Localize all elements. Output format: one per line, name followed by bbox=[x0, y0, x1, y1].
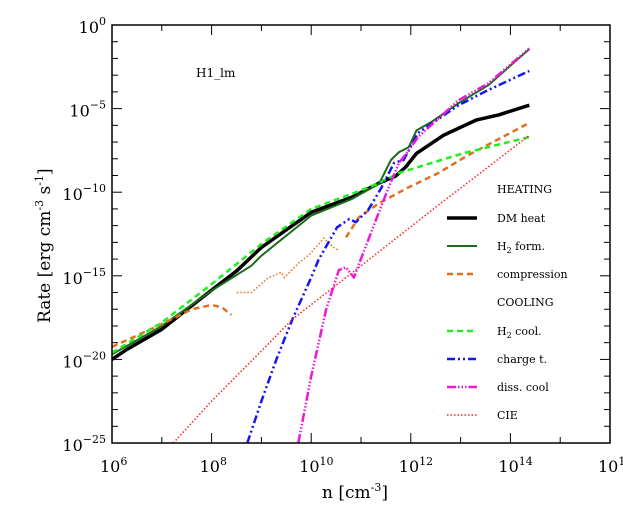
legend-item-cie: CIE bbox=[447, 409, 518, 422]
tick-exponent: 10 bbox=[320, 455, 334, 468]
y-tick-label: 100 bbox=[79, 15, 106, 37]
tick-exponent: −20 bbox=[83, 349, 106, 362]
x-tick-label: 1016 bbox=[598, 455, 623, 476]
series-line-compression bbox=[344, 121, 530, 238]
y-axis-label-mid: s bbox=[35, 186, 55, 200]
tick-base: 10 bbox=[498, 457, 518, 476]
tick-exponent: 8 bbox=[220, 455, 227, 468]
tick-exponent: 16 bbox=[618, 455, 623, 468]
x-tick-label: 108 bbox=[200, 455, 227, 476]
y-tick-label: 10−10 bbox=[62, 182, 106, 204]
tick-base: 10 bbox=[62, 185, 82, 204]
tick-base: 10 bbox=[62, 269, 82, 288]
legend-label-main: CIE bbox=[497, 409, 518, 422]
tick-base: 10 bbox=[399, 457, 419, 476]
x-axis-label: n [cm-3] bbox=[322, 481, 388, 503]
legend-item-h2-form: H2 form. bbox=[447, 240, 545, 255]
tick-exponent: 14 bbox=[519, 455, 533, 468]
legend-heading-cooling: COOLING bbox=[497, 296, 554, 309]
legend-item-h2-cool: H2 cool. bbox=[447, 325, 542, 340]
legend-label-sub: 2 bbox=[507, 246, 512, 255]
tick-exponent: 12 bbox=[419, 455, 433, 468]
y-tick-label: 10−20 bbox=[62, 349, 106, 371]
legend-item-charge-t: charge t. bbox=[447, 353, 547, 366]
legend-label-main: compression bbox=[497, 268, 568, 281]
tick-base: 10 bbox=[200, 457, 220, 476]
y-axis-label-sup1: -3 bbox=[33, 200, 46, 211]
axis-ticks bbox=[111, 24, 611, 444]
series-line-dm-heat bbox=[112, 103, 530, 361]
legend-label: CIE bbox=[497, 409, 518, 422]
tick-exponent: −15 bbox=[83, 266, 106, 279]
series-line-h2-form bbox=[112, 48, 530, 356]
tick-exponent: −5 bbox=[90, 99, 106, 112]
series-line-charge-t bbox=[246, 69, 530, 443]
y-axis-label: Rate [erg cm-3 s-1] bbox=[33, 168, 55, 323]
legend-label-rest: form. bbox=[512, 240, 545, 253]
tick-exponent: 0 bbox=[99, 15, 106, 28]
legend-label-main: diss. cool bbox=[497, 381, 549, 394]
legend-label: H2 form. bbox=[497, 240, 545, 255]
tick-base: 10 bbox=[69, 102, 89, 121]
tick-base: 10 bbox=[62, 352, 82, 371]
legend-item-diss-cool: diss. cool bbox=[447, 381, 549, 394]
x-axis-label-main: n [cm bbox=[322, 483, 371, 503]
legend-label-main: DM heat bbox=[497, 212, 546, 225]
x-tick-label: 1014 bbox=[498, 455, 532, 476]
tick-exponent: −25 bbox=[83, 433, 106, 446]
series-line-diss-cool bbox=[297, 47, 531, 443]
tick-base: 10 bbox=[598, 457, 618, 476]
legend-item-compression: compression bbox=[447, 268, 568, 281]
legend-label-main: H bbox=[497, 240, 507, 253]
y-axis-label-main: Rate [erg cm bbox=[35, 211, 55, 323]
legend-label-main: charge t. bbox=[497, 353, 547, 366]
x-tick-label: 1012 bbox=[399, 455, 433, 476]
series-line-cie bbox=[172, 134, 530, 443]
legend-label: DM heat bbox=[497, 212, 546, 225]
series-line-compression bbox=[112, 303, 233, 349]
tick-base: 10 bbox=[62, 436, 82, 455]
y-axis-label-end: ] bbox=[35, 168, 55, 175]
x-tick-label: 1010 bbox=[299, 455, 333, 476]
data-curves bbox=[112, 47, 531, 443]
legend-label-main: H bbox=[497, 325, 507, 338]
x-axis-label-end: ] bbox=[381, 483, 388, 503]
tick-exponent: 6 bbox=[120, 455, 127, 468]
x-axis-label-sup: -3 bbox=[371, 481, 382, 494]
legend-label: charge t. bbox=[497, 353, 547, 366]
series-line-h2-cool bbox=[112, 135, 530, 354]
y-tick-label: 10−5 bbox=[69, 99, 106, 121]
legend-label: H2 cool. bbox=[497, 325, 542, 340]
legend-item-dm-heat: DM heat bbox=[447, 212, 546, 225]
tick-base: 10 bbox=[299, 457, 319, 476]
legend-heading-heating: HEATING bbox=[497, 183, 552, 196]
y-tick-label: 10−15 bbox=[62, 266, 106, 288]
tick-base: 10 bbox=[100, 457, 120, 476]
y-axis-label-sup2: -1 bbox=[33, 175, 46, 186]
tick-base: 10 bbox=[79, 18, 99, 37]
tick-labels: 106108101010121014101610010−510−1010−151… bbox=[62, 15, 623, 476]
legend-label: compression bbox=[497, 268, 568, 281]
y-tick-label: 10−25 bbox=[62, 433, 106, 455]
legend-label-rest: cool. bbox=[512, 325, 542, 338]
legend-label: diss. cool bbox=[497, 381, 549, 394]
legend-label-sub: 2 bbox=[507, 331, 512, 340]
x-tick-label: 106 bbox=[100, 455, 127, 476]
annotation-label: H1_lm bbox=[196, 66, 236, 80]
tick-exponent: −10 bbox=[83, 182, 106, 195]
